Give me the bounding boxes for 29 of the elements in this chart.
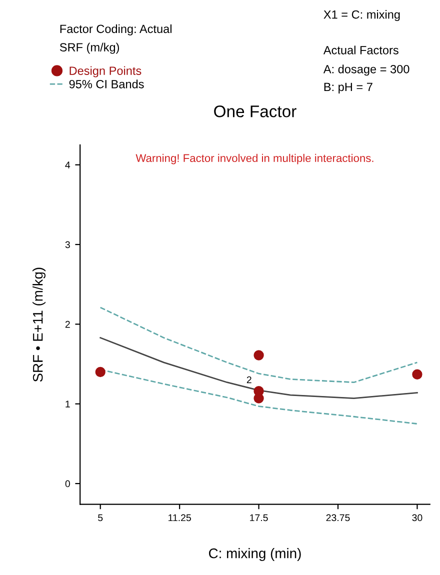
y-axis-title: SRF • E+11 (m/kg)	[32, 268, 46, 382]
y-tick-label: 4	[65, 162, 70, 168]
line-series	[100, 306, 418, 384]
point	[254, 350, 264, 360]
line-series	[100, 337, 418, 399]
point	[254, 393, 264, 404]
point	[95, 366, 106, 378]
y-tick-label: 1	[66, 400, 70, 408]
y-tick-label: 3	[65, 241, 70, 248]
x-tick-label: 11.25	[168, 514, 191, 522]
x-tick-label: 5	[98, 514, 103, 522]
point	[412, 369, 422, 380]
x-tick-label: 30	[412, 514, 422, 522]
y-tick-label: 0	[65, 480, 70, 488]
y-tick-label: 2	[65, 320, 70, 328]
x-tick-label: 23.75	[326, 514, 350, 522]
legend-label: 95% CI Bands	[69, 80, 144, 88]
text: SRF (m/kg)	[60, 42, 120, 54]
text: X1 = C: mixing	[324, 10, 400, 22]
text: Actual Factors	[323, 46, 398, 54]
text: A: dosage = 300	[323, 64, 410, 76]
x-tick-label: 17.5	[250, 514, 268, 522]
annotation: Warning! Factor involved in multiple interactions.	[136, 154, 374, 164]
text: B: pH = 7	[324, 82, 372, 94]
chart-title: One Factor	[214, 105, 296, 118]
annotation: 2	[246, 376, 252, 384]
legend-label: Design Points	[70, 66, 142, 78]
x-axis-title: C: mixing (min)	[209, 548, 301, 562]
text: Factor Coding: Actual	[60, 24, 172, 36]
